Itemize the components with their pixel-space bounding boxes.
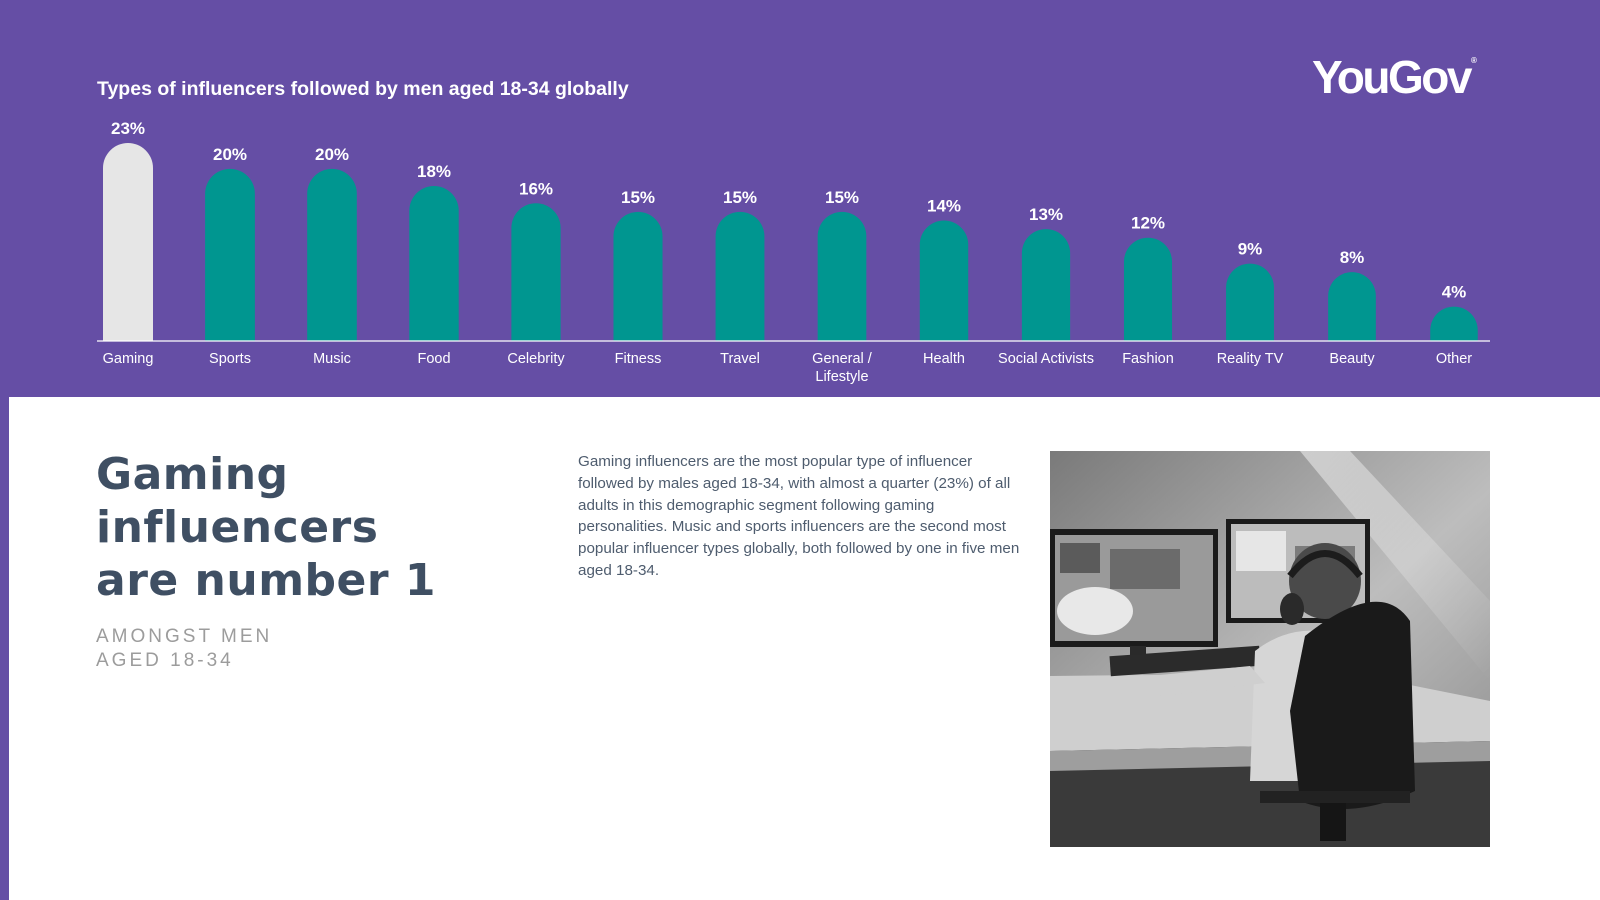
category-label: Travel: [720, 351, 760, 367]
data-label: 9%: [1238, 240, 1263, 259]
bar-reality-tv: [1226, 263, 1274, 341]
subhead: AMONGST MEN AGED 18-34: [96, 625, 396, 673]
subhead-line-1: AMONGST MEN: [96, 626, 273, 647]
data-label: 20%: [213, 145, 247, 164]
bar-chart: 23% Gaming 20% Sports 20% Music 18% Food 16% Cele…: [97, 119, 1490, 385]
subhead-line-2: AGED 18-34: [96, 650, 234, 671]
body-paragraph: Gaming influencers are the most popular …: [578, 453, 1020, 579]
category-label: General /: [812, 351, 873, 367]
data-label: 20%: [315, 145, 349, 164]
data-label: 15%: [723, 188, 757, 207]
category-label: Food: [417, 351, 450, 367]
category-label: Music: [313, 351, 351, 367]
headline-line-1: Gaming: [96, 449, 289, 500]
bars-layer: 23% Gaming 20% Sports 20% Music 18% Food 16% Cele…: [97, 119, 1490, 385]
category-label: Fitness: [615, 351, 662, 367]
category-label: Reality TV: [1217, 351, 1284, 367]
data-label: 13%: [1029, 205, 1063, 224]
category-label: Other: [1436, 351, 1472, 367]
data-label: 12%: [1131, 214, 1165, 233]
data-label: 15%: [621, 188, 655, 207]
bar-other: [1430, 306, 1478, 341]
data-label: 4%: [1442, 283, 1467, 302]
data-label: 16%: [519, 179, 553, 198]
bar-travel: [715, 211, 765, 341]
yougov-logo: YouGov®: [1312, 50, 1502, 110]
category-label: Sports: [209, 351, 251, 367]
data-label: 15%: [825, 188, 859, 207]
data-label: 14%: [927, 196, 961, 215]
headline-line-2: influencers: [96, 502, 379, 553]
bar-sports: [205, 168, 255, 341]
bar-general-lifestyle: [817, 211, 867, 341]
logo-text: YouGov: [1312, 51, 1472, 103]
bar-food: [409, 186, 459, 341]
data-label: 18%: [417, 162, 451, 181]
category-label: Celebrity: [507, 351, 565, 367]
chart-title: Types of influencers followed by men age…: [97, 78, 629, 100]
category-label: Beauty: [1329, 351, 1375, 367]
category-label: Health: [923, 351, 965, 367]
registered-mark: ®: [1470, 56, 1477, 65]
category-label: Social Activists: [998, 351, 1094, 367]
bar-music: [307, 168, 357, 341]
bar-fitness: [613, 211, 663, 341]
data-label: 8%: [1340, 248, 1365, 267]
gamer-photo-illustration: [1050, 451, 1490, 847]
headline: Gaming influencers are number 1: [96, 448, 456, 607]
category-label: Lifestyle: [815, 369, 868, 385]
bar-gaming: [103, 143, 153, 341]
gamer-photo: [1050, 451, 1490, 847]
category-label: Gaming: [103, 351, 154, 367]
bar-health: [919, 220, 969, 341]
bar-celebrity: [511, 203, 561, 341]
category-label: Fashion: [1122, 351, 1174, 367]
headline-line-3: are number 1: [96, 555, 437, 606]
data-label: 23%: [111, 119, 145, 138]
bar-social-activists: [1021, 229, 1071, 341]
bar-fashion: [1123, 237, 1173, 341]
bar-beauty: [1328, 272, 1376, 341]
